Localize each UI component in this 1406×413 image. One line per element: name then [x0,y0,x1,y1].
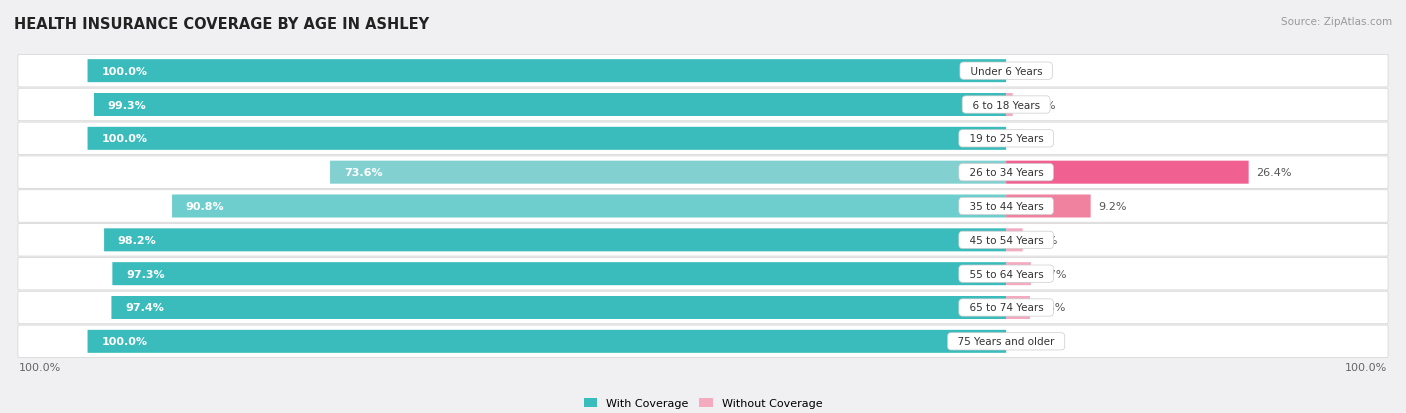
Text: 0.0%: 0.0% [1015,134,1043,144]
Text: 19 to 25 Years: 19 to 25 Years [963,134,1050,144]
Text: 0.72%: 0.72% [1021,100,1056,110]
FancyBboxPatch shape [112,263,1007,285]
FancyBboxPatch shape [111,296,1007,319]
FancyBboxPatch shape [18,258,1388,290]
Text: 65 to 74 Years: 65 to 74 Years [963,303,1050,313]
FancyBboxPatch shape [1007,161,1249,184]
Text: 26 to 34 Years: 26 to 34 Years [963,168,1050,178]
Text: 6 to 18 Years: 6 to 18 Years [966,100,1046,110]
Text: 97.3%: 97.3% [127,269,165,279]
FancyBboxPatch shape [172,195,1007,218]
Text: 0.0%: 0.0% [1015,337,1043,347]
Text: 90.8%: 90.8% [186,202,225,211]
Text: 100.0%: 100.0% [101,337,148,347]
FancyBboxPatch shape [94,94,1007,117]
FancyBboxPatch shape [104,229,1007,252]
Text: 35 to 44 Years: 35 to 44 Years [963,202,1050,211]
FancyBboxPatch shape [1007,195,1091,218]
Text: 2.6%: 2.6% [1038,303,1066,313]
Text: 0.0%: 0.0% [1015,66,1043,76]
Text: Under 6 Years: Under 6 Years [963,66,1049,76]
FancyBboxPatch shape [1007,263,1031,285]
Text: 100.0%: 100.0% [101,66,148,76]
FancyBboxPatch shape [18,89,1388,121]
FancyBboxPatch shape [18,224,1388,256]
Text: 99.3%: 99.3% [108,100,146,110]
FancyBboxPatch shape [18,123,1388,155]
Text: 2.7%: 2.7% [1038,269,1067,279]
Text: 100.0%: 100.0% [1346,363,1388,373]
Text: 73.6%: 73.6% [344,168,382,178]
FancyBboxPatch shape [1007,94,1012,117]
FancyBboxPatch shape [1007,229,1022,252]
FancyBboxPatch shape [18,325,1388,358]
Text: 1.8%: 1.8% [1031,235,1059,245]
Text: 100.0%: 100.0% [101,134,148,144]
Text: 98.2%: 98.2% [118,235,156,245]
FancyBboxPatch shape [87,330,1007,353]
Text: 9.2%: 9.2% [1098,202,1126,211]
Text: Source: ZipAtlas.com: Source: ZipAtlas.com [1281,17,1392,26]
Text: 75 Years and older: 75 Years and older [952,337,1062,347]
Text: 97.4%: 97.4% [125,303,165,313]
FancyBboxPatch shape [18,55,1388,88]
FancyBboxPatch shape [18,292,1388,324]
FancyBboxPatch shape [1007,296,1031,319]
FancyBboxPatch shape [87,60,1007,83]
Text: 45 to 54 Years: 45 to 54 Years [963,235,1050,245]
Text: HEALTH INSURANCE COVERAGE BY AGE IN ASHLEY: HEALTH INSURANCE COVERAGE BY AGE IN ASHL… [14,17,429,31]
FancyBboxPatch shape [330,161,1007,184]
FancyBboxPatch shape [18,190,1388,223]
Text: 100.0%: 100.0% [18,363,60,373]
Text: 26.4%: 26.4% [1256,168,1292,178]
Text: 55 to 64 Years: 55 to 64 Years [963,269,1050,279]
FancyBboxPatch shape [87,128,1007,150]
FancyBboxPatch shape [18,157,1388,189]
Legend: With Coverage, Without Coverage: With Coverage, Without Coverage [583,398,823,408]
